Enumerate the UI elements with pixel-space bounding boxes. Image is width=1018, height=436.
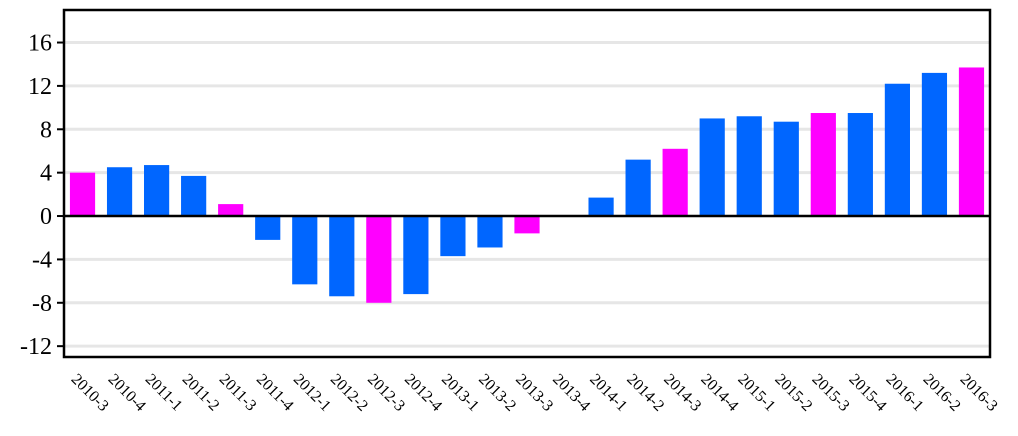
bars [69, 67, 985, 303]
x-tick-label: 2015-3 [808, 371, 852, 415]
x-tick-label: 2015-4 [846, 371, 890, 415]
x-tick-label: 2013-4 [549, 371, 593, 415]
x-tick-label: 2014-2 [623, 371, 667, 415]
bar-2012-3 [366, 216, 392, 303]
bar-2016-2 [921, 72, 948, 217]
y-tick-label: 16 [28, 31, 52, 57]
bar-2014-3 [662, 148, 688, 217]
bar-2011-3 [218, 204, 244, 217]
x-tick-label: 2011-1 [142, 371, 186, 415]
y-tick-label: 0 [40, 204, 52, 230]
x-tick-label: 2014-3 [660, 371, 704, 415]
bar-2012-1 [292, 216, 318, 285]
bar-2014-1 [588, 197, 614, 217]
x-tick-label: 2010-3 [68, 371, 112, 415]
x-tick-label: 2011-2 [179, 371, 223, 415]
bar-2012-2 [329, 216, 355, 297]
x-axis-labels: 2010-32010-42011-12011-22011-32011-42012… [68, 371, 1001, 415]
bar-2016-1 [884, 83, 910, 217]
x-tick-label: 2012-2 [327, 371, 371, 415]
x-tick-label: 2014-1 [586, 371, 630, 415]
bar-2013-3 [514, 216, 540, 234]
x-tick-label: 2012-3 [364, 371, 408, 415]
x-tick-label: 2010-4 [105, 371, 149, 415]
plot-frame [62, 8, 992, 359]
x-tick-label: 2016-2 [920, 371, 964, 415]
x-tick-label: 2013-1 [438, 371, 482, 415]
x-tick-label: 2015-1 [734, 371, 778, 415]
y-tick-label: -8 [32, 291, 52, 317]
bar-2011-2 [181, 175, 207, 217]
bar-2014-2 [625, 159, 651, 217]
x-tick-label: 2013-3 [512, 371, 556, 415]
y-tick-label: -4 [32, 247, 52, 273]
x-tick-label: 2012-4 [401, 371, 445, 415]
bar-2013-1 [440, 216, 466, 257]
x-tick-label: 2016-1 [883, 371, 927, 415]
bar-2015-4 [847, 113, 873, 217]
x-tick-label: 2012-1 [290, 371, 334, 415]
bar-2011-4 [255, 216, 281, 240]
grid-lines [64, 41, 990, 348]
y-tick-label: -12 [20, 334, 52, 360]
y-tick-label: 12 [28, 74, 52, 100]
x-tick-label: 2016-3 [957, 371, 1001, 415]
x-tick-label: 2015-2 [771, 371, 815, 415]
bar-2011-1 [144, 165, 170, 217]
x-tick-label: 2011-4 [253, 371, 297, 415]
bar-2013-2 [477, 216, 503, 248]
bar-2014-4 [699, 118, 725, 217]
y-tick-label: 8 [40, 117, 52, 143]
x-tick-label: 2011-3 [216, 371, 260, 415]
x-tick-label: 2014-4 [697, 371, 741, 415]
bar-2015-2 [773, 121, 799, 217]
bar-2010-4 [106, 167, 133, 217]
bar-2016-3 [958, 67, 985, 217]
bar-2010-3 [69, 172, 96, 217]
bar-2015-3 [810, 113, 836, 217]
y-tick-label: 4 [40, 161, 52, 187]
x-tick-label: 2013-2 [475, 371, 519, 415]
bar-2012-4 [403, 216, 429, 295]
bar-2015-1 [736, 116, 762, 217]
y-axis: -12 -8 -4 0 4 8 12 16 [20, 31, 64, 360]
